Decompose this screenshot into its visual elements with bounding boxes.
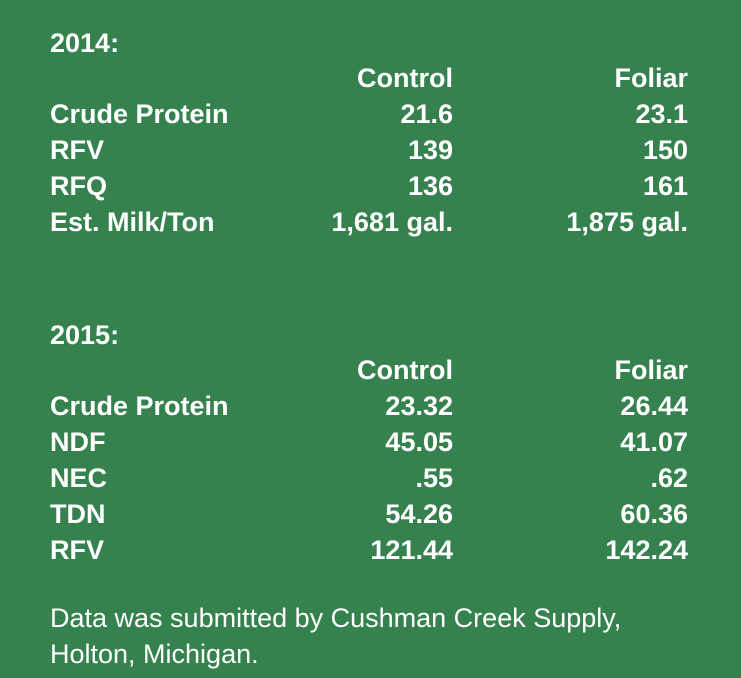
header-foliar: Foliar [614,355,688,385]
table-row: RFQ 136 161 [50,168,690,204]
foliar-value: 1,875 gal. [566,207,688,237]
section-year: 2015: [50,320,120,350]
table-row: RFV 139 150 [50,132,690,168]
row-label: TDN [50,499,106,529]
foliar-value: .62 [650,463,688,493]
header-control: Control [357,63,453,93]
control-value: .55 [415,463,453,493]
header-row: Control Foliar [50,352,690,388]
control-value: 136 [407,171,453,201]
row-label: Est. Milk/Ton [50,207,215,237]
section-year: 2014: [50,28,120,58]
control-value: 54.26 [385,499,453,529]
row-label: NDF [50,427,106,457]
foliar-value: 41.07 [620,427,688,457]
foliar-value: 161 [642,171,688,201]
table-row: Crude Protein 21.6 23.1 [50,96,690,132]
foliar-value: 150 [642,135,688,165]
foliar-value: 142.24 [605,535,688,565]
table-row: RFV 121.44 142.24 [50,532,690,568]
header-label [50,60,300,96]
control-value: 23.32 [385,391,453,421]
table-row: Crude Protein 23.32 26.44 [50,388,690,424]
row-label: RFQ [50,171,107,201]
header-foliar: Foliar [614,63,688,93]
section-2014: 2014: Control Foliar Crude Protein 21.6 … [50,26,690,240]
foliar-value: 26.44 [620,391,688,421]
control-value: 45.05 [385,427,453,457]
control-value: 1,681 gal. [331,207,453,237]
table-row: Est. Milk/Ton 1,681 gal. 1,875 gal. [50,204,690,240]
row-label: RFV [50,135,104,165]
control-value: 139 [407,135,453,165]
header-row: Control Foliar [50,60,690,96]
foliar-value: 60.36 [620,499,688,529]
table-row: TDN 54.26 60.36 [50,496,690,532]
section-2015: 2015: Control Foliar Crude Protein 23.32… [50,318,690,568]
header-label [50,352,300,388]
source-note-line1: Data was submitted by Cushman Creek Supp… [50,603,622,633]
source-note-line2: Holton, Michigan. [50,639,259,669]
control-value: 121.44 [370,535,453,565]
row-label: Crude Protein [50,391,229,421]
source-note: Data was submitted by Cushman Creek Supp… [50,600,730,672]
foliar-value: 23.1 [635,99,688,129]
header-control: Control [357,355,453,385]
table-row: NEC .55 .62 [50,460,690,496]
row-label: Crude Protein [50,99,229,129]
row-label: RFV [50,535,104,565]
control-value: 21.6 [400,99,453,129]
table-row: NDF 45.05 41.07 [50,424,690,460]
row-label: NEC [50,463,108,493]
